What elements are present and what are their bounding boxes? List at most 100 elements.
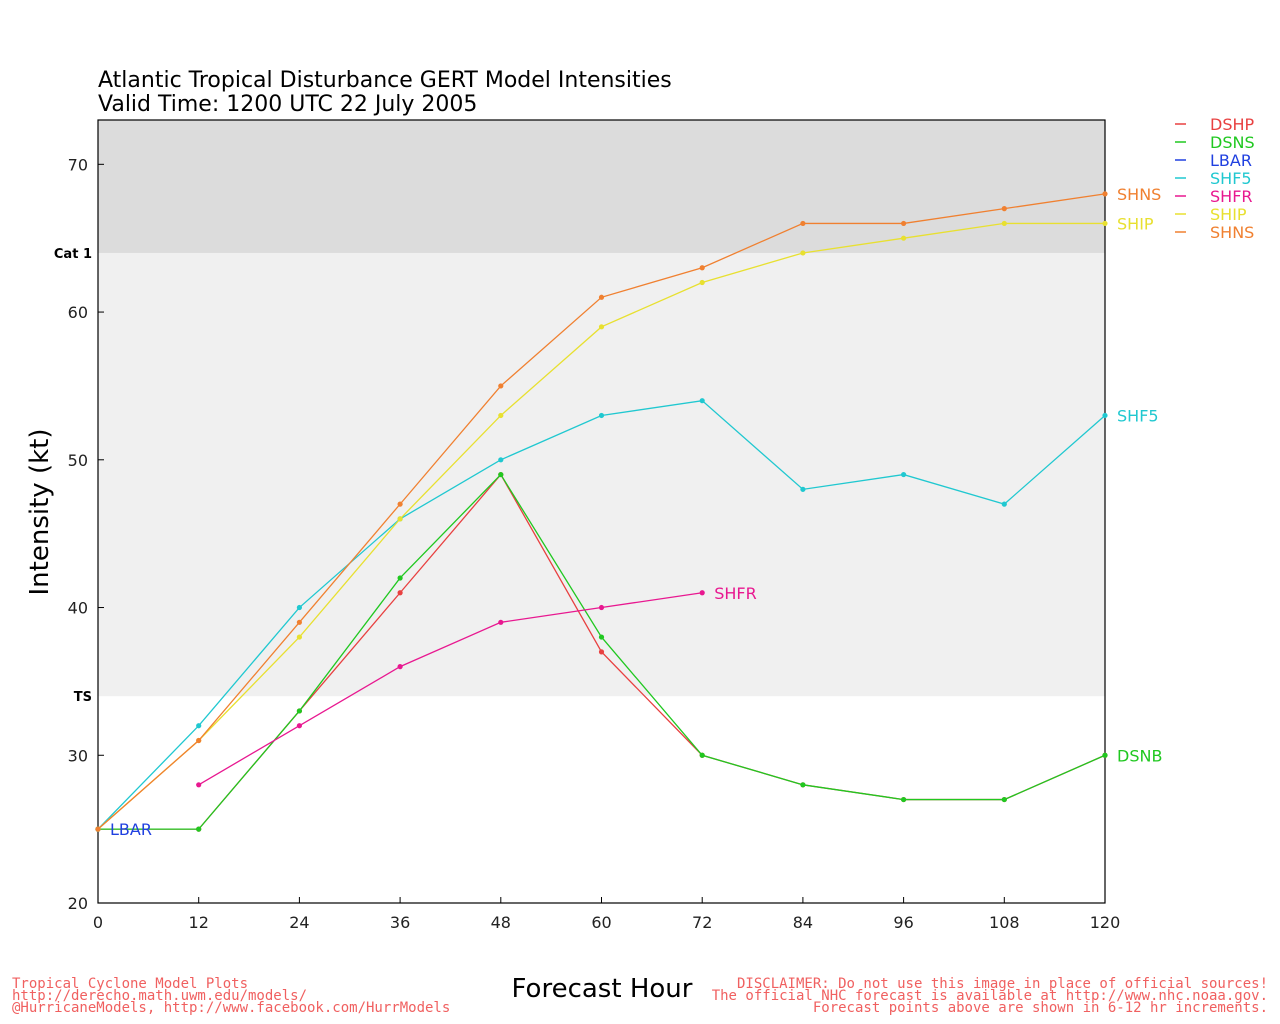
data-point-ship [1001,220,1007,227]
footer-right-line1: DISCLAIMER: Do not use this image in pla… [737,976,1268,992]
x-axis-ticks: 0 12 24 36 48 60 72 84 96 108 120 [93,897,1120,932]
data-point-shns [598,294,605,300]
data-point-shns [498,383,504,389]
end-label-ship: SHIP [1117,214,1154,233]
y-tick-label: 20 [68,894,88,913]
y-tick-label: 50 [68,451,88,470]
data-point-shfr [598,604,605,611]
x-tick-label: 12 [189,913,209,932]
data-point-shf5 [901,471,907,478]
data-point-ship [598,324,605,330]
data-point-dsns [196,826,202,832]
data-point-ship [296,634,302,640]
data-point-dsns [296,708,302,714]
y-axis-ticks: 20 30 40 50 60 70 [68,155,104,913]
data-point-shf5 [1001,501,1007,507]
data-point-dshp [598,649,605,655]
x-tick-label: 72 [692,913,712,932]
band-label-ts: TS [74,690,92,705]
legend-label: SHF5 [1210,169,1252,188]
data-point-dshp [397,590,403,596]
legend-label: DSHP [1210,115,1255,134]
data-point-shns [196,737,202,744]
footer-left-line1: Tropical Cyclone Model Plots [12,976,248,992]
x-tick-label: 108 [989,913,1020,932]
footer-right-line2: The official NHC forecast is available a… [712,988,1268,1004]
x-axis-label: Forecast Hour [512,974,693,1004]
x-tick-label: 0 [93,913,103,932]
legend-label: SHIP [1210,205,1247,224]
data-point-dsns [598,634,605,640]
data-point-shf5 [699,398,705,404]
series-shns [95,191,1108,832]
data-point-shns [95,826,101,832]
x-tick-label: 120 [1090,913,1121,932]
series-line-shfr [198,592,703,786]
legend-label: LBAR [1210,151,1252,170]
data-point-shf5 [598,412,605,419]
legend-label: SHNS [1210,223,1254,242]
x-tick-label: 60 [591,913,611,932]
legend-item-ship: SHIP [1175,205,1247,224]
data-point-dsns [1001,796,1007,803]
data-point-shf5 [498,457,504,463]
legend-item-dshp: DSHP [1175,115,1255,134]
end-label-lbar: LBAR [110,820,152,839]
data-point-dsns [498,471,504,478]
x-tick-label: 96 [893,913,913,932]
data-point-shfr [196,782,202,788]
footer-left-line3: @HurricaneModels, http://www.facebook.co… [12,1000,450,1016]
data-point-shfr [699,590,705,596]
series-shfr [196,590,705,788]
data-point-shns [397,501,403,507]
y-tick-label: 70 [68,155,88,174]
y-axis-label: Intensity (kt) [25,429,55,596]
data-point-shfr [296,723,302,729]
series-group [95,191,1108,832]
band-cat-1 [98,120,1105,253]
data-point-shns [1102,191,1108,197]
data-point-shf5 [296,604,302,611]
data-point-shns [699,265,705,271]
data-point-shf5 [196,723,202,729]
data-point-dsns [1102,752,1108,758]
footer-right-line3: Forecast points above are shown in 6-12 … [813,1000,1268,1016]
data-point-ship [397,516,403,522]
end-label-dsnb: DSNB [1117,746,1162,765]
data-point-ship [901,235,907,241]
data-point-ship [800,250,806,256]
legend-label: DSNS [1210,133,1255,152]
legend-item-dsns: DSNS [1175,133,1255,152]
end-label-shns: SHNS [1117,185,1161,204]
band-label-cat-1: Cat 1 [54,247,92,262]
data-point-shns [901,220,907,227]
band-ts [98,252,1105,697]
data-point-dsns [800,782,806,788]
x-tick-label: 84 [793,913,813,932]
footer-left-line2: http://derecho.math.uwm.edu/models/ [12,988,307,1004]
end-label-shf5: SHF5 [1117,406,1159,425]
data-point-ship [1102,220,1108,227]
x-tick-label: 36 [390,913,410,932]
data-point-shfr [498,619,504,625]
y-tick-label: 30 [68,746,88,765]
data-point-ship [699,279,705,286]
data-point-dsns [699,752,705,758]
legend-label: SHFR [1210,187,1253,206]
legend-item-lbar: LBAR [1175,151,1252,170]
data-point-shf5 [1102,412,1108,419]
x-tick-label: 48 [491,913,511,932]
y-tick-label: 40 [68,599,88,618]
data-point-dsns [901,796,907,803]
series-end-labels: DSNB LBAR SHF5 SHFR SHIP SHNS [110,185,1162,839]
chart-title: Atlantic Tropical Disturbance GERT Model… [98,68,672,93]
data-point-shns [800,220,806,227]
data-point-shns [296,619,302,625]
data-point-shfr [397,664,403,670]
x-tick-label: 24 [289,913,309,932]
data-point-dsns [397,575,403,581]
data-point-shf5 [800,486,806,492]
chart-subtitle: Valid Time: 1200 UTC 22 July 2005 [98,92,477,117]
